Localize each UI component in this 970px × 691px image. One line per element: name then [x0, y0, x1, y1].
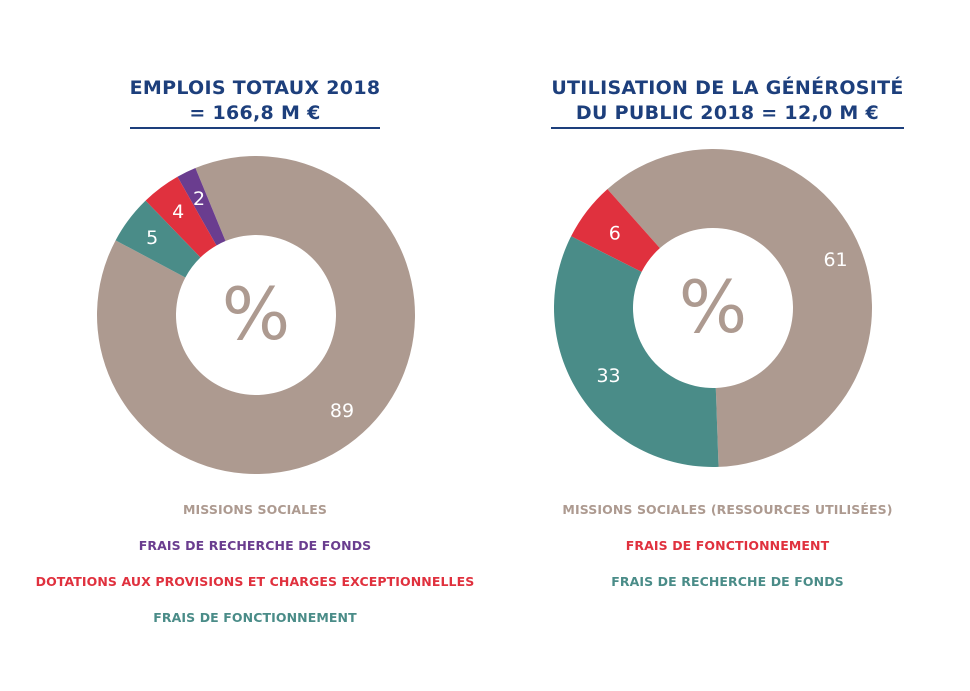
slice-value-label: 5 — [146, 227, 158, 249]
slice-frais-de-fonctionnement — [571, 189, 660, 272]
legend-item-frais-fonctionnement: FRAIS DE FONCTIONNEMENT — [625, 538, 830, 553]
legend-item-missions-sociales: MISSIONS SOCIALES — [183, 502, 327, 517]
center-percent-label: % — [222, 272, 290, 356]
chart-legend: MISSIONS SOCIALES FRAIS DE RECHERCHE DE … — [0, 492, 510, 636]
slice-dotations-aux-provisions-et-charges-exceptionnelles — [145, 176, 217, 258]
slice-missions-sociales-ressources-utilisees — [607, 148, 872, 467]
chart-panel-emplois-totaux: EMPLOIS TOTAUX 2018 = 166,8 M € 89 2 4 5% M… — [0, 76, 510, 636]
slice-value-label: 89 — [330, 400, 354, 422]
slice-missions-sociales — [97, 155, 415, 474]
chart-legend: MISSIONS SOCIALES (RESSOURCES UTILISÉES)… — [485, 492, 970, 600]
donut-chart: 89 245% — [97, 155, 415, 474]
legend-item-frais-recherche-fonds: FRAIS DE RECHERCHE DE FONDS — [138, 538, 372, 553]
slice-value-label: 2 — [193, 188, 205, 210]
slice-value-label: 4 — [172, 201, 184, 223]
chart-title: UTILISATION DE LA GÉNÉROSITÉ DU PUBLIC 2… — [485, 76, 970, 129]
slice-frais-de-fonctionnement — [115, 200, 201, 278]
center-percent-label: % — [679, 265, 747, 349]
donut-chart: 61 6 33% — [554, 148, 872, 467]
chart-title-line-1: UTILISATION DE LA GÉNÉROSITÉ — [551, 77, 904, 99]
legend-item-dotations-provisions: DOTATIONS AUX PROVISIONS ET CHARGES EXCE… — [35, 574, 475, 589]
slice-frais-de-recherche-de-fonds — [554, 236, 719, 467]
slice-value-label: 33 — [596, 365, 620, 387]
chart-title: EMPLOIS TOTAUX 2018 = 166,8 M € — [0, 76, 510, 129]
chart-title-line-1: EMPLOIS TOTAUX 2018 — [129, 77, 381, 99]
chart-panel-generosite-public: UTILISATION DE LA GÉNÉROSITÉ DU PUBLIC 2… — [485, 0, 970, 691]
slice-value-label: 61 — [823, 249, 847, 271]
chart-title-line-2: DU PUBLIC 2018 = 12,0 M € — [575, 102, 880, 124]
slice-frais-de-recherche-de-fonds — [177, 167, 226, 246]
slice-value-label: 6 — [609, 222, 621, 244]
legend-item-frais-fonctionnement: FRAIS DE FONCTIONNEMENT — [153, 610, 357, 625]
legend-item-frais-recherche-fonds: FRAIS DE RECHERCHE DE FONDS — [611, 574, 844, 589]
chart-title-line-2: = 166,8 M € — [189, 102, 321, 124]
legend-item-missions-sociales: MISSIONS SOCIALES (RESSOURCES UTILISÉES) — [562, 502, 893, 517]
